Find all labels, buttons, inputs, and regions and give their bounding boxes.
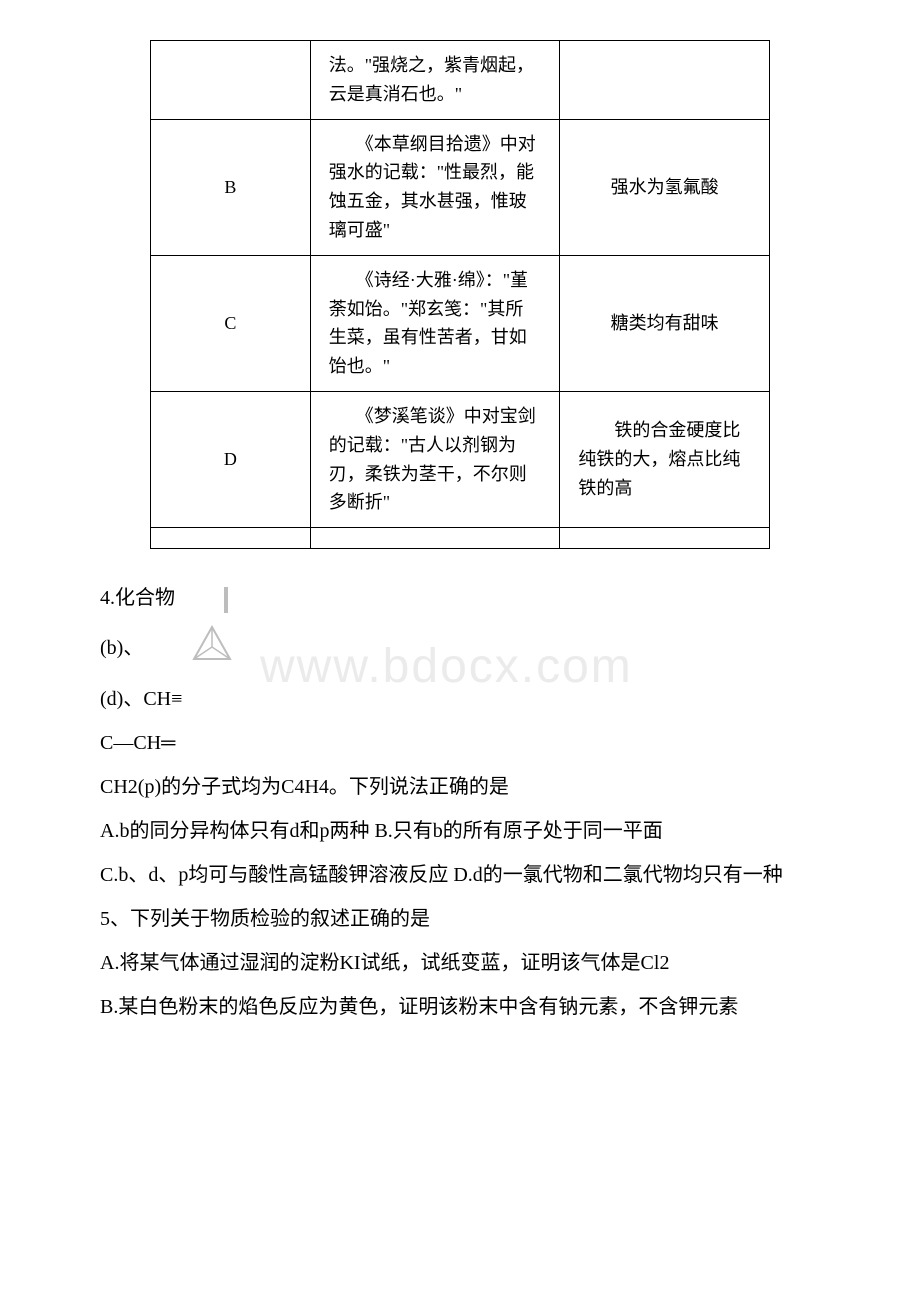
- cell-ancient: 《梦溪笔谈》中对宝剑的记载："古人以剂钢为刃，柔铁为茎干，不尔则多断折": [310, 391, 560, 527]
- q4-b-line: (b)、: [60, 625, 860, 674]
- q5-option-a: A.将某气体通过湿润的淀粉KI试纸，试纸变蓝，证明该气体是Cl2: [60, 944, 860, 982]
- cell-letter: C: [151, 255, 311, 391]
- table-row: D 《梦溪笔谈》中对宝剑的记载："古人以剂钢为刃，柔铁为茎干，不尔则多断折" 铁…: [151, 391, 770, 527]
- table-row: C 《诗经·大雅·绵》："堇荼如饴。"郑玄笺："其所生菜，虽有性苦者，甘如饴也。…: [151, 255, 770, 391]
- cell-ancient: 《诗经·大雅·绵》："堇荼如饴。"郑玄笺："其所生菜，虽有性苦者，甘如饴也。": [310, 255, 560, 391]
- cell-letter: [151, 41, 311, 120]
- cell-explain: 铁的合金硬度比纯铁的大，熔点比纯铁的高: [560, 391, 770, 527]
- table-row: B 《本草纲目拾遗》中对强水的记载："性最烈，能蚀五金，其水甚强，惟玻璃可盛" …: [151, 119, 770, 255]
- q5-option-b: B.某白色粉末的焰色反应为黄色，证明该粉末中含有钠元素，不含钾元素: [60, 988, 860, 1026]
- q4-chain2-line: CH2(p)的分子式均为C4H4。下列说法正确的是: [60, 768, 860, 806]
- q5-stem: 5、下列关于物质检验的叙述正确的是: [60, 900, 860, 938]
- q4-option-cd: C.b、d、p均可与酸性高锰酸钾溶液反应 D.d的一氯代物和二氯代物均只有一种: [60, 856, 860, 894]
- cell-empty: [310, 528, 560, 549]
- cell-empty: [560, 528, 770, 549]
- q4-stem-text: 4.化合物: [100, 587, 175, 609]
- cell-explain: 强水为氢氟酸: [560, 119, 770, 255]
- cell-letter: D: [151, 391, 311, 527]
- square-icon: [184, 581, 228, 619]
- q4-stem-line: 4.化合物: [60, 579, 860, 618]
- q4-option-ab: A.b的同分异构体只有d和p两种 B.只有b的所有原子处于同一平面: [60, 812, 860, 850]
- table-row: 法。"强烧之，紫青烟起，云是真消石也。": [151, 41, 770, 120]
- reference-table: 法。"强烧之，紫青烟起，云是真消石也。" B 《本草纲目拾遗》中对强水的记载："…: [150, 40, 770, 549]
- cell-explain: [560, 41, 770, 120]
- triangle-icon: [152, 625, 232, 674]
- cell-empty: [151, 528, 311, 549]
- q4-b-label: (b)、: [100, 637, 143, 659]
- q4-chain-line: C—CH═: [60, 724, 860, 762]
- cell-ancient: 法。"强烧之，紫青烟起，云是真消石也。": [310, 41, 560, 120]
- table-row: [151, 528, 770, 549]
- cell-ancient: 《本草纲目拾遗》中对强水的记载："性最烈，能蚀五金，其水甚强，惟玻璃可盛": [310, 119, 560, 255]
- cell-letter: B: [151, 119, 311, 255]
- q4-d-line: (d)、CH≡: [60, 680, 860, 718]
- cell-explain: 糖类均有甜味: [560, 255, 770, 391]
